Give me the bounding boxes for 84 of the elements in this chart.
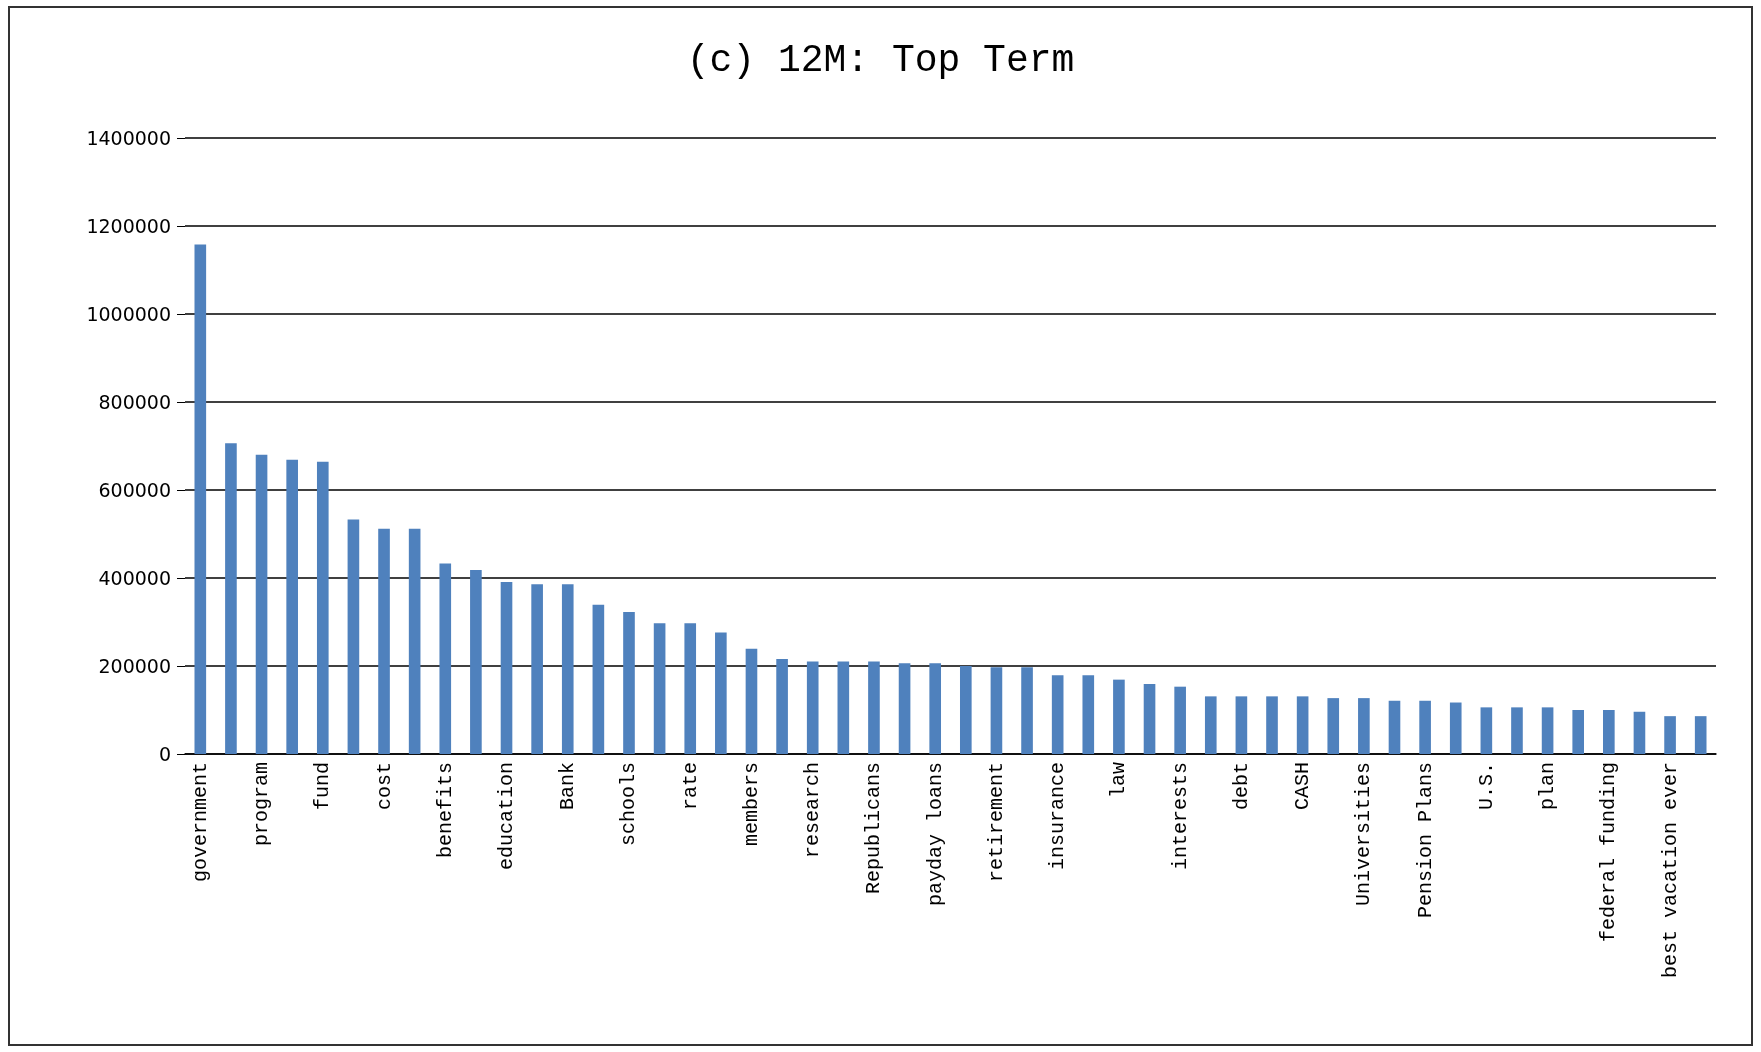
bar (255, 454, 268, 754)
bar (500, 581, 513, 754)
bar (1603, 710, 1615, 754)
x-tick-label: benefits (433, 762, 457, 859)
bar (745, 648, 758, 754)
x-tick-label: research (801, 762, 825, 859)
x-tick-label: interests (1168, 762, 1192, 871)
x-tick-label: cost (372, 762, 396, 811)
x-tick-label: government (188, 762, 212, 883)
x-tick-label: members (739, 762, 763, 847)
bar (1266, 696, 1278, 754)
bar (408, 528, 421, 754)
y-tick-label: 1400000 (86, 127, 171, 149)
x-tick-label: Republicans (862, 762, 886, 895)
bar (837, 661, 850, 754)
bar (776, 658, 788, 754)
y-tick-label: 200000 (98, 655, 171, 677)
bar (1296, 696, 1309, 754)
x-tick-label: federal funding (1597, 762, 1621, 943)
bar (1572, 710, 1585, 754)
y-tick-label: 0 (158, 743, 171, 765)
x-tick-label: rate (678, 762, 702, 811)
bar (470, 570, 482, 754)
x-tick-label: CASH (1291, 762, 1315, 811)
bar (561, 584, 574, 754)
y-tick-label: 400000 (98, 567, 171, 589)
bar (1204, 696, 1217, 754)
x-tick-label: Pension Plans (1413, 762, 1437, 919)
bar (1143, 684, 1156, 754)
bar (1082, 675, 1095, 754)
bar (592, 604, 605, 754)
bar (1021, 667, 1033, 754)
bar (347, 519, 360, 754)
bar (531, 584, 543, 754)
x-tick-label: Bank (556, 762, 580, 811)
bar (225, 443, 237, 754)
x-tick-label: payday loans (923, 762, 947, 907)
y-tick-label: 1000000 (86, 303, 171, 325)
bar (1051, 675, 1064, 754)
bar (1694, 716, 1707, 754)
bar (623, 611, 635, 754)
bar (990, 667, 1003, 754)
bar (1327, 698, 1340, 754)
bar (286, 459, 298, 754)
x-tick-label: law (1107, 762, 1131, 799)
y-tick-label: 1200000 (86, 215, 171, 237)
x-tick-label: education (495, 762, 519, 871)
chart-title: (c) 12M: Top Term (686, 38, 1075, 82)
y-tick-label: 600000 (98, 479, 171, 501)
x-tick-label: Universities (1352, 762, 1376, 907)
bar (1480, 707, 1493, 754)
bar (439, 563, 452, 754)
x-tick-label: plan (1536, 762, 1560, 811)
bar (1235, 696, 1248, 754)
bar (378, 528, 390, 754)
bar (1511, 707, 1523, 754)
bar (1449, 702, 1462, 754)
x-tick-label: insurance (1046, 762, 1070, 871)
bar (1541, 707, 1554, 754)
bar (316, 461, 329, 754)
x-tick-label: schools (617, 762, 641, 847)
bar (684, 623, 697, 754)
x-tick-label: fund (311, 762, 335, 811)
x-tick-label: U.S. (1474, 762, 1498, 811)
bar (898, 663, 911, 754)
bar (715, 632, 727, 754)
bar (959, 666, 972, 754)
x-tick-label: program (250, 762, 274, 847)
bar (1113, 679, 1125, 754)
bar (1633, 711, 1646, 754)
bar (929, 663, 942, 754)
bar (1358, 698, 1370, 754)
y-tick-label: 800000 (98, 391, 171, 413)
bar (1419, 700, 1431, 754)
bar (1174, 686, 1186, 754)
x-tick-label: retirement (984, 762, 1008, 883)
bar (194, 244, 207, 754)
bar (1388, 700, 1401, 754)
bar (1664, 716, 1676, 754)
x-tick-label: best vacation ever (1658, 762, 1682, 979)
x-tick-label: debt (1229, 762, 1253, 811)
bar (868, 661, 880, 754)
bar (806, 661, 819, 754)
bar (653, 623, 666, 754)
